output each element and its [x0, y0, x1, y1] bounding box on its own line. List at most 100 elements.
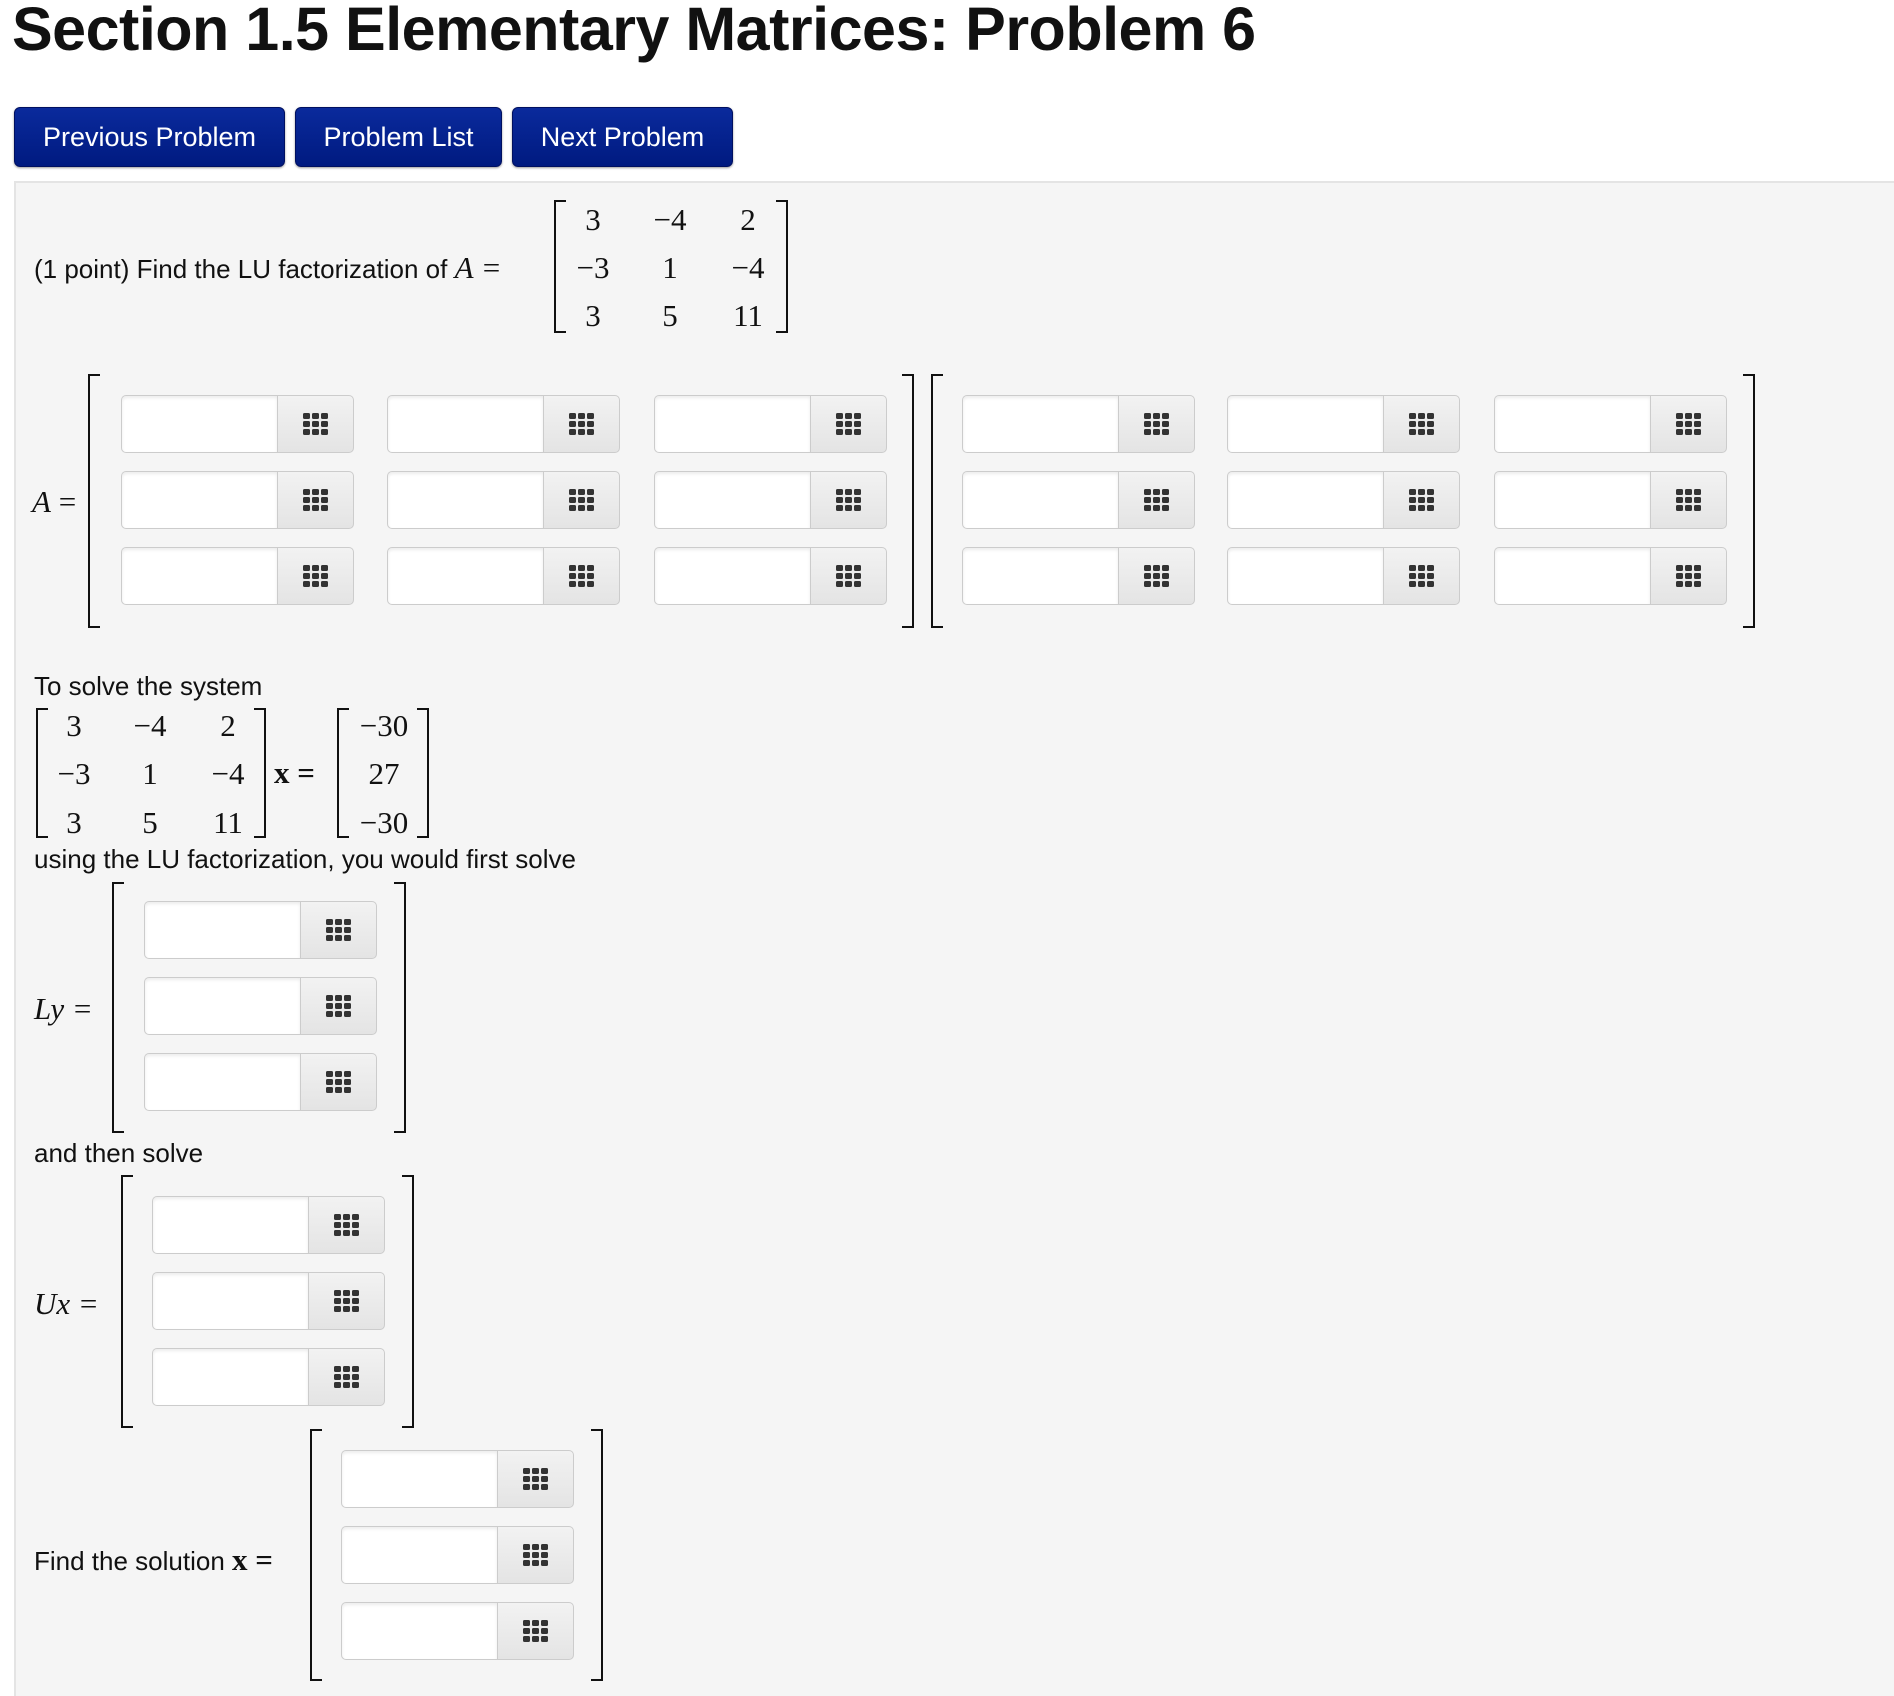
- l-entry-3-2: [387, 547, 620, 605]
- u-entry-1-2-input[interactable]: [1227, 395, 1383, 453]
- keypad-grid-icon: [303, 413, 328, 435]
- equation-editor-button[interactable]: [308, 1348, 385, 1406]
- u-entry-1-1: [962, 395, 1195, 453]
- equation-editor-button[interactable]: [497, 1450, 574, 1508]
- equation-editor-button[interactable]: [277, 471, 354, 529]
- x-entry-1-input[interactable]: [341, 1450, 497, 1508]
- equation-editor-button[interactable]: [810, 471, 887, 529]
- l-entry-2-2-input[interactable]: [387, 471, 543, 529]
- u-entry-3-2-input[interactable]: [1227, 547, 1383, 605]
- u-entry-1-1-input[interactable]: [962, 395, 1118, 453]
- equation-editor-button[interactable]: [1650, 471, 1727, 529]
- l-entry-1-3-input[interactable]: [654, 395, 810, 453]
- equation-editor-button[interactable]: [308, 1272, 385, 1330]
- system-matrix-entry: −3: [57, 756, 91, 791]
- y-entry-2-input[interactable]: [144, 977, 300, 1035]
- u-entry-2-2-input[interactable]: [1227, 471, 1383, 529]
- system-matrix-entry: 5: [142, 805, 158, 840]
- equation-editor-button[interactable]: [497, 1526, 574, 1584]
- l-entry-2-1-input[interactable]: [121, 471, 277, 529]
- system-matrix-entry: 3: [66, 708, 82, 743]
- equation-editor-button[interactable]: [277, 395, 354, 453]
- equation-editor-button[interactable]: [300, 1053, 377, 1111]
- l-entry-1-1-input[interactable]: [121, 395, 277, 453]
- equation-editor-button[interactable]: [1650, 547, 1727, 605]
- matrix-a-left-bracket: [554, 200, 566, 333]
- x-entry-3-input[interactable]: [341, 1602, 497, 1660]
- problem-intro: (1 point) Find the LU factorization of A…: [34, 250, 502, 285]
- y-entry-2: [144, 977, 377, 1035]
- u-entry-3-3-input[interactable]: [1494, 547, 1650, 605]
- ux-entry-1-input[interactable]: [152, 1196, 308, 1254]
- equation-editor-button[interactable]: [1118, 547, 1195, 605]
- matrix-a-entry: 3: [585, 202, 601, 237]
- ux-entry-1: [152, 1196, 385, 1254]
- equation-editor-button[interactable]: [277, 547, 354, 605]
- l-entry-3-1-input[interactable]: [121, 547, 277, 605]
- equation-editor-button[interactable]: [300, 901, 377, 959]
- equation-editor-button[interactable]: [543, 547, 620, 605]
- u-entry-2-2: [1227, 471, 1460, 529]
- l-entry-1-1: [121, 395, 354, 453]
- l-entry-3-1: [121, 547, 354, 605]
- b-vector-right-bracket: [417, 708, 429, 838]
- y-entry-1-input[interactable]: [144, 901, 300, 959]
- matrix-a-entry: 5: [662, 298, 678, 333]
- keypad-grid-icon: [523, 1544, 548, 1566]
- x-vector-right-bracket: [591, 1429, 603, 1681]
- l-entry-2-2: [387, 471, 620, 529]
- ux-vector-right-bracket: [402, 1175, 414, 1428]
- u-entry-1-2: [1227, 395, 1460, 453]
- equation-editor-button[interactable]: [543, 471, 620, 529]
- equation-editor-button[interactable]: [543, 395, 620, 453]
- ux-entry-2-input[interactable]: [152, 1272, 308, 1330]
- keypad-grid-icon: [326, 1071, 351, 1093]
- x-vector-left-bracket: [310, 1429, 322, 1681]
- u-entry-1-3-input[interactable]: [1494, 395, 1650, 453]
- system-matrix-entry: −4: [211, 756, 245, 791]
- x-entry-1: [341, 1450, 574, 1508]
- equation-editor-button[interactable]: [300, 977, 377, 1035]
- u-matrix-right-bracket: [1743, 374, 1755, 628]
- ux-entry-3-input[interactable]: [152, 1348, 308, 1406]
- keypad-grid-icon: [523, 1468, 548, 1490]
- previous-problem-button[interactable]: Previous Problem: [14, 107, 285, 167]
- ux-vector-left-bracket: [121, 1175, 133, 1428]
- keypad-grid-icon: [1676, 413, 1701, 435]
- u-entry-2-1-input[interactable]: [962, 471, 1118, 529]
- equation-editor-button[interactable]: [1650, 395, 1727, 453]
- l-entry-1-2-input[interactable]: [387, 395, 543, 453]
- l-entry-2-3-input[interactable]: [654, 471, 810, 529]
- b-vector-left-bracket: [337, 708, 349, 838]
- equation-editor-button[interactable]: [1383, 547, 1460, 605]
- next-problem-button[interactable]: Next Problem: [512, 107, 733, 167]
- x-entry-2-input[interactable]: [341, 1526, 497, 1584]
- u-entry-2-1: [962, 471, 1195, 529]
- problem-list-button[interactable]: Problem List: [295, 107, 502, 167]
- y-entry-1: [144, 901, 377, 959]
- keypad-grid-icon: [1144, 489, 1169, 511]
- matrix-a-entry: −4: [653, 202, 687, 237]
- u-entry-3-1-input[interactable]: [962, 547, 1118, 605]
- equation-editor-button[interactable]: [810, 547, 887, 605]
- equation-editor-button[interactable]: [1118, 395, 1195, 453]
- equation-editor-button[interactable]: [1383, 395, 1460, 453]
- l-entry-3-2-input[interactable]: [387, 547, 543, 605]
- matrix-a-entry: −3: [576, 250, 610, 285]
- system-intro: To solve the system: [34, 671, 263, 701]
- equation-editor-button[interactable]: [810, 395, 887, 453]
- solution-label: Find the solution x =: [34, 1542, 273, 1577]
- equation-editor-button[interactable]: [497, 1602, 574, 1660]
- matrix-a-entry: 11: [733, 298, 763, 333]
- keypad-grid-icon: [326, 919, 351, 941]
- u-entry-1-3: [1494, 395, 1727, 453]
- then-solve-text: and then solve: [34, 1138, 204, 1168]
- x-entry-2: [341, 1526, 574, 1584]
- l-entry-3-3-input[interactable]: [654, 547, 810, 605]
- equation-editor-button[interactable]: [1383, 471, 1460, 529]
- matrix-a-entry: −4: [731, 250, 765, 285]
- y-entry-3-input[interactable]: [144, 1053, 300, 1111]
- equation-editor-button[interactable]: [308, 1196, 385, 1254]
- equation-editor-button[interactable]: [1118, 471, 1195, 529]
- u-entry-2-3-input[interactable]: [1494, 471, 1650, 529]
